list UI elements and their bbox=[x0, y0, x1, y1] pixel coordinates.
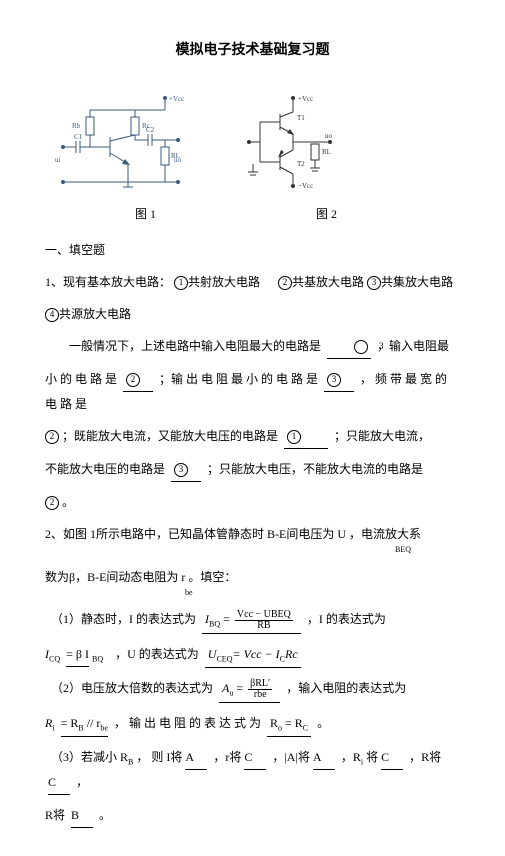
q23-l2b: 。 bbox=[99, 808, 111, 822]
q21-l2c: ，U 的表达式为 bbox=[115, 647, 199, 661]
fig2-caption: 图 2 bbox=[316, 205, 337, 224]
q23-t7: ， bbox=[76, 775, 88, 789]
q1-para1: 一般情况下，上述电路中输入电阻最大的电路是 3 ，输入电阻最 bbox=[45, 334, 460, 359]
q1-opt4: 共源放大电路 bbox=[59, 307, 131, 321]
blank: C bbox=[244, 745, 266, 770]
circled-3: 3 bbox=[367, 276, 381, 290]
rb-sub: B bbox=[128, 757, 133, 766]
q1-p5b: 。 bbox=[62, 495, 74, 509]
q1-p2b: ；输 出 电 阻 最 小 的 电 路 是 bbox=[159, 372, 318, 386]
svg-text:T2: T2 bbox=[297, 160, 305, 168]
q2ri-d: ， 输 出 电 阻 的 表 达 式 为 bbox=[114, 716, 261, 730]
q21-l2bs: BQ bbox=[92, 654, 103, 663]
svg-text:Rb: Rb bbox=[72, 122, 81, 130]
svg-text:+Vcc: +Vcc bbox=[298, 95, 313, 103]
svg-text:RL: RL bbox=[322, 148, 331, 156]
blank: C bbox=[381, 745, 403, 770]
svg-text:ui: ui bbox=[55, 156, 61, 164]
q2-ri-line: Ri = RB // rbe ， 输 出 电 阻 的 表 达 式 为 Ro = … bbox=[45, 711, 460, 737]
q1-p3b: ；既能放大电流，又能放大电压的电路是 bbox=[62, 429, 278, 443]
frac-den: RB bbox=[235, 621, 293, 631]
q21-l2b: = β I bbox=[66, 642, 89, 667]
blank: 1 bbox=[284, 424, 328, 449]
q1-para2: 小 的 电 路 是 2 ；输 出 电 阻 最 小 的 电 路 是 3 ， 频 带… bbox=[45, 367, 460, 416]
q23-t2: ，r将 bbox=[213, 750, 241, 764]
q21-lead: （1）静态时，I 的表达式为 bbox=[51, 612, 196, 626]
circled-2: 2 bbox=[278, 276, 292, 290]
figures-row: +Vcc Rb Rc C2 bbox=[50, 92, 460, 197]
circled-4: 4 bbox=[45, 308, 59, 322]
ri-lhs: Ri bbox=[45, 716, 55, 730]
circled-ans: 2 bbox=[45, 496, 59, 510]
q1-p4b: ；只能放大电压，不能放大电流的电路是 bbox=[207, 462, 423, 476]
q22-lead: （2）电压放大倍数的表达式为 bbox=[51, 681, 213, 695]
blank: A bbox=[185, 745, 207, 770]
q23-lead: （3）若减小 R bbox=[51, 750, 128, 764]
blank: B bbox=[71, 803, 93, 828]
q23-t6: ，R将 bbox=[409, 750, 441, 764]
q2-1-line2: ICQ = β IBQ ，U 的表达式为 UCEQ= Vcc − ICRc bbox=[45, 642, 460, 668]
q23-t5: 将 bbox=[366, 750, 378, 764]
q1-p3c: ；只能放大电流， bbox=[334, 429, 430, 443]
circled-ans: 2 bbox=[45, 430, 59, 444]
q23-l2a: R将 bbox=[45, 808, 65, 822]
q2-t2: 数为β，B-E间动态电阻为 r 。填空： bbox=[45, 570, 236, 584]
vcc-label: +Vcc bbox=[169, 95, 184, 103]
q1-p1a: 一般情况下，上述电路中输入电阻最大的电路是 bbox=[69, 339, 321, 353]
q23-t1: ， 则 I将 bbox=[136, 750, 182, 764]
blank: 2 bbox=[123, 367, 153, 392]
q1-opt2: 共基放大电路 bbox=[292, 275, 364, 289]
q2ri-g: 。 bbox=[317, 716, 329, 730]
q1-para4: 不能放大电压的电路是 3 ；只能放大电压，不能放大电流的电路是 bbox=[45, 457, 460, 482]
q2-line2: 数为β，B-E间动态电阻为 r 。填空： bbox=[45, 565, 460, 589]
q22-tail: ，输入电阻的表达式为 bbox=[286, 681, 406, 695]
circled-1: 1 bbox=[174, 276, 188, 290]
q1-line1: 1、现有基本放大电路： 1共射放大电路 2共基放大电路 3共集放大电路 bbox=[45, 270, 460, 294]
blank: C bbox=[48, 770, 70, 795]
q2-t1: 2、如图 1所示电路中，已知晶体管静态时 B-E间电压为 U ，电流放大系 bbox=[45, 527, 421, 541]
blank: 3 bbox=[171, 457, 201, 482]
q2-line1: 2、如图 1所示电路中，已知晶体管静态时 B-E间电压为 U ，电流放大系 bbox=[45, 522, 460, 546]
page-title: 模拟电子技术基础复习题 bbox=[45, 40, 460, 62]
q1-opt1: 共射放大电路 bbox=[188, 275, 260, 289]
q1-para3: 2 ；既能放大电流，又能放大电压的电路是 1 ；只能放大电流， bbox=[45, 424, 460, 449]
q23-t3: ，|A|将 bbox=[272, 750, 309, 764]
q2-1-line1: （1）静态时，I 的表达式为 IBQ = Vcc − UBEQRB ，I 的表达… bbox=[45, 607, 460, 633]
ri-sub: i bbox=[361, 757, 363, 766]
svg-text:uo: uo bbox=[325, 132, 333, 140]
q2-3-line1: （3）若减小 RB ， 则 I将A ，r将C ，|A|将A ，Ri 将C ，R将… bbox=[45, 745, 460, 795]
fig1-caption: 图 1 bbox=[135, 205, 156, 224]
svg-text:−Vcc: −Vcc bbox=[298, 182, 313, 190]
q21-comma: ，I 的表达式为 bbox=[307, 612, 386, 626]
blank: Ro = RC bbox=[267, 711, 311, 737]
figure-1: +Vcc Rb Rc C2 bbox=[50, 92, 185, 197]
blank: IBQ = Vcc − UBEQRB bbox=[202, 607, 301, 633]
q1-para5: 2 。 bbox=[45, 490, 460, 514]
q2-sub1: BEQ bbox=[395, 544, 460, 557]
blank: 3 bbox=[324, 367, 354, 392]
q2-3-line2: R将 B 。 bbox=[45, 803, 460, 828]
svg-text:C2: C2 bbox=[146, 126, 155, 134]
q1-text1: 1、现有基本放大电路： bbox=[45, 275, 171, 289]
svg-text:uo: uo bbox=[174, 156, 182, 164]
section-1-heading: 一、填空题 bbox=[45, 241, 460, 260]
q1-p4a: 不能放大电压的电路是 bbox=[45, 462, 165, 476]
blank: A bbox=[313, 745, 335, 770]
figure-2: +Vcc T1 RL bbox=[245, 92, 345, 197]
frac-den: rbe bbox=[248, 690, 272, 700]
blank: 3 bbox=[327, 334, 371, 359]
icq-lhs: ICQ bbox=[45, 647, 60, 661]
svg-text:C1: C1 bbox=[74, 133, 83, 141]
q1-p1b: ，输入电阻最 bbox=[377, 339, 449, 353]
blank: = RB // rbe bbox=[61, 711, 108, 737]
q2-2-line: （2）电压放大倍数的表达式为 Au = βRL′rbe ，输入电阻的表达式为 bbox=[45, 676, 460, 702]
blank: UCEQ= Vcc − ICRc bbox=[205, 642, 301, 668]
svg-text:T1: T1 bbox=[297, 114, 305, 122]
q1-opt3: 共集放大电路 bbox=[381, 275, 453, 289]
caption-row: 图 1 图 2 bbox=[135, 205, 460, 224]
q23-t4: ，R bbox=[341, 750, 361, 764]
q1-line2: 4共源放大电路 bbox=[45, 302, 460, 326]
blank: Au = βRL′rbe bbox=[219, 676, 280, 702]
q1-p2a: 小 的 电 路 是 bbox=[45, 372, 117, 386]
